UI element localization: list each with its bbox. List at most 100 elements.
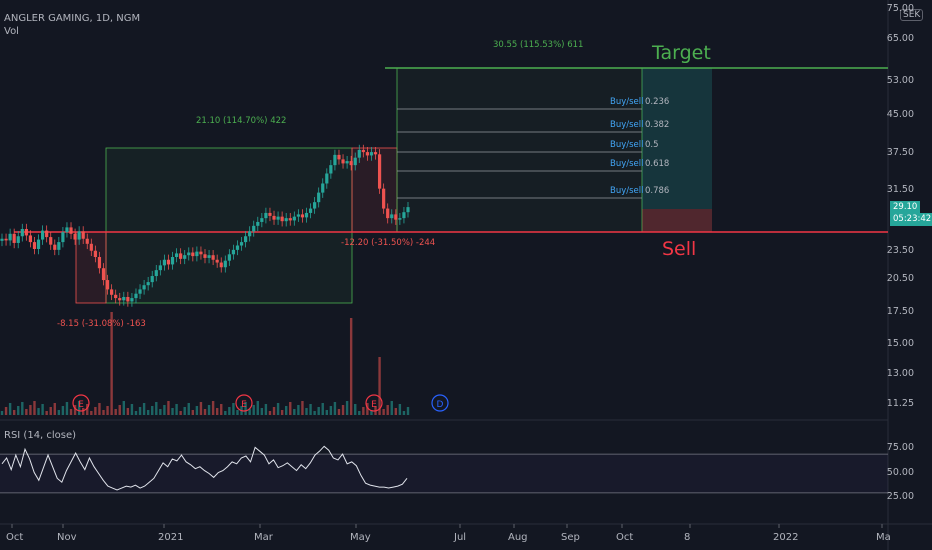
- candle-body: [276, 216, 280, 220]
- fib-tag: Buy/sell: [610, 120, 644, 130]
- price-tick: 20.50: [886, 273, 914, 285]
- earnings-marker: [235, 394, 253, 412]
- candle-body: [114, 294, 118, 299]
- volume-bar: [236, 410, 239, 415]
- candle-body: [345, 161, 349, 164]
- volume-bar: [406, 407, 410, 415]
- volume-bar: [228, 407, 231, 415]
- candle-body: [252, 225, 256, 232]
- candle-body: [20, 228, 24, 237]
- price-tick: 37.50: [886, 147, 914, 159]
- rsi-pane: [0, 445, 888, 494]
- volume-bar: [305, 408, 308, 415]
- volume-bar: [366, 403, 369, 415]
- candle-body: [373, 152, 378, 155]
- candle-body: [231, 249, 236, 255]
- candle-body: [122, 296, 126, 301]
- candle-body: [57, 242, 61, 250]
- candle-body: [154, 270, 158, 277]
- earnings-marker: [72, 394, 90, 412]
- volume-bar: [146, 410, 150, 415]
- candle-body: [304, 212, 309, 218]
- loss-zone: [642, 209, 712, 232]
- candle-body: [150, 276, 154, 283]
- volume-bar: [390, 401, 393, 415]
- volume-bar: [354, 404, 357, 415]
- candle-body: [191, 252, 195, 257]
- rsi-band: [0, 454, 888, 493]
- candle-body: [105, 280, 110, 290]
- volume-bar: [329, 406, 333, 415]
- volume-bar: [82, 408, 85, 415]
- candle-body: [41, 230, 45, 240]
- up-measure: 21.10 (114.70%) 422: [196, 116, 287, 126]
- volume-bar: [341, 405, 345, 415]
- volume-bar: [268, 411, 272, 415]
- price-tick: 11.25: [886, 398, 914, 409]
- volume-bar: [394, 408, 398, 415]
- volume-bar: [94, 407, 97, 415]
- price-tick: 75.00: [886, 3, 914, 14]
- volume-bar: [53, 403, 56, 415]
- time-tick: 2021: [158, 532, 184, 543]
- volume-bar: [244, 402, 247, 415]
- candle-body: [219, 262, 223, 268]
- time-tick: Jul: [454, 532, 467, 543]
- candle-body: [313, 202, 317, 209]
- candle-body: [365, 152, 369, 156]
- candle-body: [292, 216, 296, 221]
- candle-body: [110, 289, 114, 295]
- candle-body: [353, 157, 357, 166]
- candle-body: [211, 255, 215, 260]
- candle-body: [85, 238, 89, 244]
- currency-badge[interactable]: SEK: [900, 9, 924, 21]
- candle-body: [264, 212, 268, 219]
- volume-bar: [171, 408, 174, 415]
- time-tick: Nov: [57, 532, 77, 543]
- candle-body: [308, 208, 313, 213]
- candle-body: [32, 242, 37, 249]
- volume-bar: [378, 357, 381, 415]
- profit-zone: [642, 68, 712, 209]
- candle-body: [260, 218, 264, 222]
- candle-body: [146, 282, 150, 286]
- candle-body: [183, 255, 187, 259]
- time-tick: Oct: [616, 532, 634, 543]
- candles: [0, 144, 410, 307]
- candle-body: [142, 285, 146, 290]
- target-measure: 30.55 (115.53%) 611: [493, 40, 584, 50]
- event-marker-label: E: [371, 400, 377, 410]
- candle-body: [215, 259, 219, 263]
- volume-bar: [86, 404, 89, 415]
- candle-body: [179, 253, 183, 259]
- price-tick: 53.00: [886, 75, 914, 87]
- candle-body: [36, 239, 41, 249]
- volume-bar: [106, 406, 109, 415]
- volume-bar: [118, 405, 121, 415]
- candle-body: [394, 214, 398, 220]
- candle-body: [239, 242, 244, 246]
- candle-body: [325, 173, 329, 184]
- candle-body: [382, 188, 386, 209]
- fib-tag: Buy/sell: [610, 159, 644, 169]
- price-tick: 31.50: [886, 183, 914, 195]
- price-tick: 45.00: [886, 109, 914, 121]
- candle-body: [207, 255, 211, 258]
- volume-bar: [207, 405, 211, 415]
- volume-bar: [386, 405, 389, 415]
- time-tick: 2022: [773, 532, 799, 543]
- candle-body: [187, 252, 191, 256]
- volume-bar: [29, 405, 32, 415]
- price-tick: 17.50: [886, 306, 914, 317]
- volume-bar: [4, 407, 8, 415]
- candle-body: [406, 207, 410, 213]
- candle-body: [28, 235, 33, 243]
- time-tick: Mar: [254, 532, 273, 543]
- event-marker-label: E: [78, 400, 84, 410]
- volume-bar: [8, 403, 12, 415]
- volume-bar: [73, 405, 77, 415]
- candle-body: [134, 293, 138, 299]
- volume-bar: [362, 407, 365, 415]
